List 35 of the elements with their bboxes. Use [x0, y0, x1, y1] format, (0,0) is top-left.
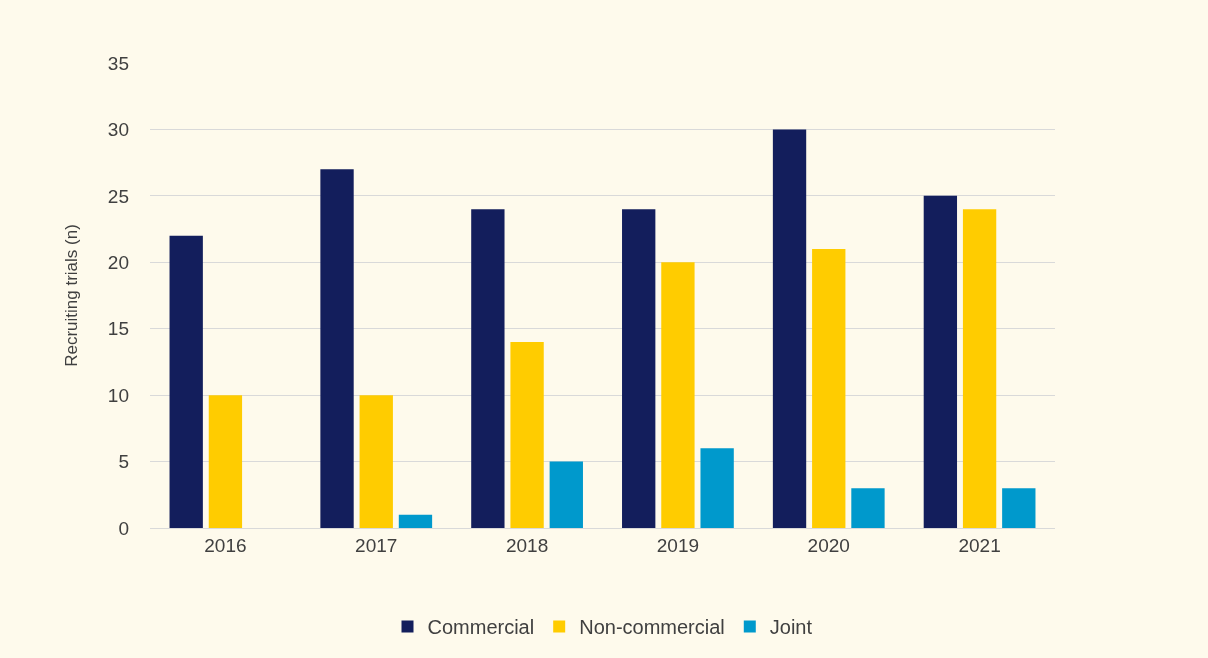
y-tick-label: 0 — [118, 517, 129, 539]
bar — [549, 461, 583, 528]
legend-label: Commercial — [427, 616, 535, 639]
bar — [812, 249, 846, 528]
x-tick-label: 2018 — [505, 534, 549, 556]
bar — [1002, 488, 1036, 528]
y-axis-title: Recruiting trials (n) — [62, 224, 82, 367]
x-tick-label: 2017 — [355, 534, 398, 556]
legend-label: Non-commercial — [579, 616, 725, 639]
bar — [169, 235, 203, 528]
bar — [208, 395, 243, 528]
bar — [622, 209, 656, 528]
y-tick-label: 30 — [107, 119, 129, 141]
y-tick-label: 35 — [107, 52, 129, 74]
y-tick-label: 25 — [107, 185, 129, 207]
bar — [700, 448, 734, 528]
y-tick-label: 5 — [118, 451, 129, 473]
y-tick-label: 10 — [107, 384, 129, 406]
legend-label: Joint — [769, 616, 813, 639]
bar — [772, 129, 807, 528]
bar — [851, 488, 885, 528]
x-tick-label: 2021 — [958, 534, 1001, 556]
x-tick-label: 2020 — [807, 534, 850, 556]
bar — [359, 395, 393, 528]
y-tick-label: 15 — [107, 318, 129, 340]
bar — [398, 514, 433, 528]
bar — [962, 209, 997, 528]
x-tick-label: 2016 — [204, 534, 247, 556]
bar — [923, 195, 958, 528]
y-tick-label: 20 — [107, 251, 129, 273]
bar — [661, 262, 695, 528]
bar — [510, 342, 544, 528]
bar — [471, 209, 505, 528]
x-tick-label: 2019 — [656, 534, 700, 556]
bar — [320, 169, 354, 528]
